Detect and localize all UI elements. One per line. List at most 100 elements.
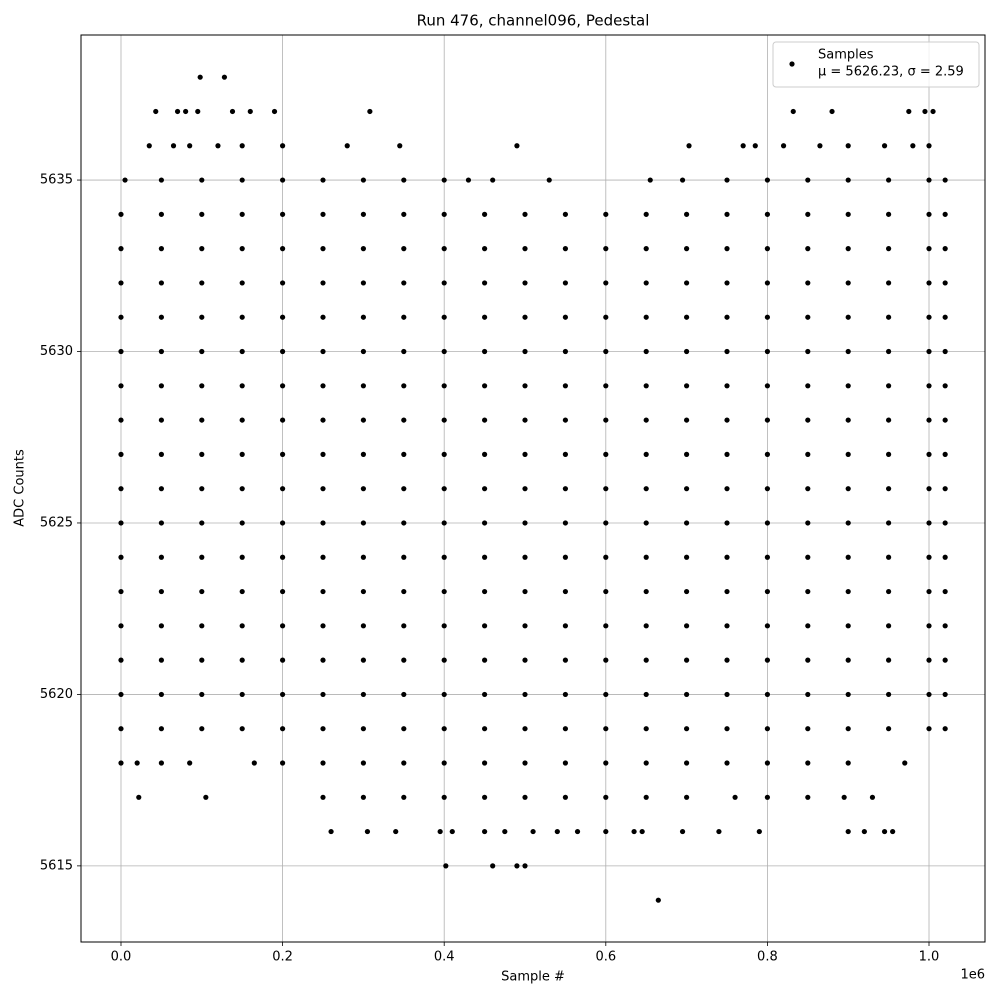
data-point [926,486,932,492]
data-point [158,486,164,492]
data-point [482,760,488,766]
data-point [522,760,528,766]
data-point [869,794,876,800]
data-point [886,246,892,252]
data-point [441,520,447,526]
data-point [360,760,366,766]
data-point [441,760,447,766]
data-point [926,657,932,663]
data-point [562,691,569,698]
data-point [401,177,407,183]
data-point [845,246,851,252]
data-point [942,451,948,457]
data-point [764,486,771,492]
data-point [239,623,245,629]
data-point [199,520,205,526]
data-point [724,554,730,560]
data-point [174,108,181,115]
data-point [764,623,771,629]
data-point [886,486,892,492]
data-point [926,691,932,698]
data-point [724,280,730,286]
data-point [239,451,245,457]
data-point [942,211,948,217]
data-point [562,211,569,217]
legend: Samples μ = 5626.23, σ = 2.59 [772,41,980,88]
axes-frame [80,34,986,943]
data-point [199,554,205,560]
data-point [562,588,569,595]
y-tick-label: 5630 [40,344,73,359]
data-point [360,554,366,560]
points [118,74,948,903]
data-point [886,691,892,698]
data-point [603,451,609,457]
data-point [942,383,948,389]
data-point [320,623,326,629]
data-point [360,177,366,183]
data-point [603,246,609,252]
data-point [643,794,649,800]
data-point [942,280,948,286]
data-point [239,417,245,423]
data-point [845,657,851,663]
data-point [320,383,326,389]
data-point [279,623,286,629]
data-point [158,280,164,286]
data-point [805,588,811,595]
data-point [320,726,326,732]
data-point [279,451,286,457]
data-point [530,828,536,835]
data-point [845,828,851,835]
data-point [926,588,932,595]
data-point [199,177,205,183]
data-point [764,520,771,526]
data-point [926,417,932,423]
data-point [158,726,164,732]
data-point [320,520,326,526]
data-point [554,828,560,835]
data-point [684,520,690,526]
data-point [562,657,569,663]
data-point [397,143,403,149]
data-point [886,623,892,629]
data-point [199,314,205,320]
data-point [643,246,649,252]
data-point [732,794,738,800]
data-point [199,451,205,457]
data-point [724,623,730,629]
data-point [805,623,811,629]
data-point [320,177,326,183]
data-point [562,554,569,560]
data-point [684,486,690,492]
data-point [199,486,205,492]
data-point [279,143,286,149]
data-point [118,554,124,560]
data-point [562,348,569,355]
data-point [881,143,888,149]
data-point [441,657,447,663]
data-point [942,246,948,252]
data-point [522,348,528,355]
data-point [360,417,366,423]
data-point [805,554,811,560]
data-point [118,760,124,766]
data-point [522,623,528,629]
data-point [643,520,649,526]
legend-label: Samples [818,48,874,63]
data-point [562,246,569,252]
data-point [514,143,520,149]
data-point [251,760,257,766]
data-point [603,691,609,698]
data-point [199,726,205,732]
data-point [886,177,892,183]
data-point [482,486,488,492]
data-point [643,657,649,663]
data-point [603,794,609,800]
data-point [764,314,771,320]
data-point [199,348,205,355]
data-point [279,314,286,320]
chart-title: Run 476, channel096, Pedestal [417,12,650,30]
data-point [926,451,932,457]
data-point [360,280,366,286]
